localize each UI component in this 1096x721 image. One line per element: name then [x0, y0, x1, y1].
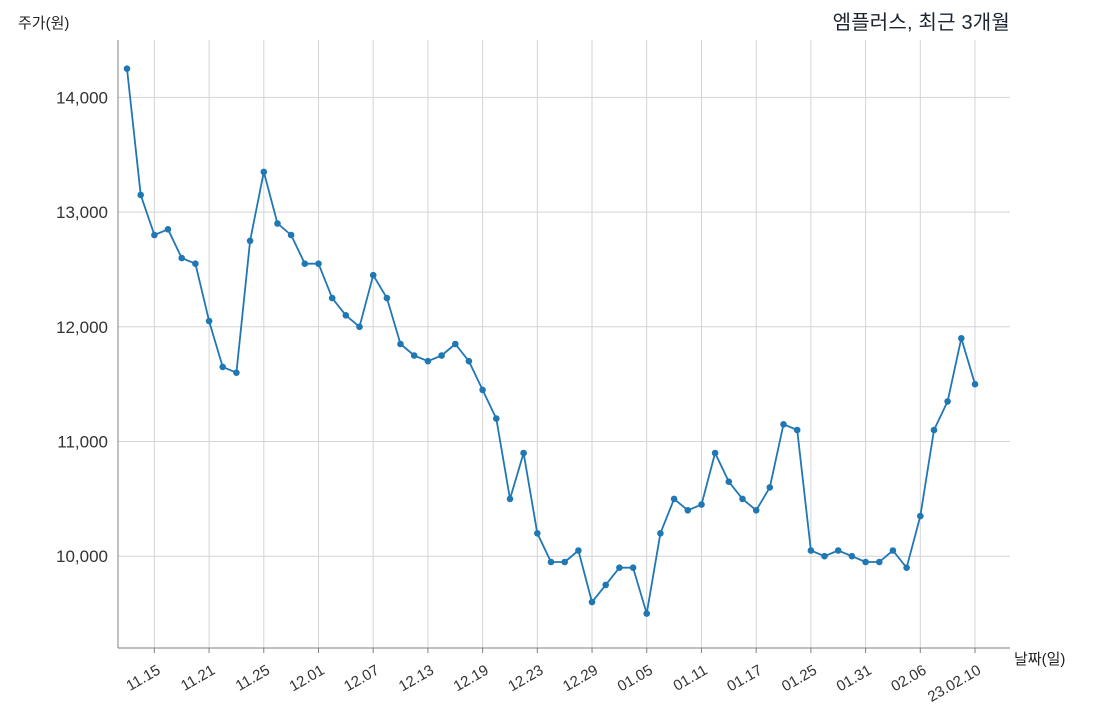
data-point: [287, 231, 295, 239]
x-tick-label: 12.01: [286, 662, 327, 695]
y-tick-label: 12,000: [56, 318, 108, 337]
data-point: [219, 363, 226, 371]
data-point: [780, 421, 787, 428]
x-tick-label: 01.05: [615, 662, 656, 695]
y-tick-label: 10,000: [56, 547, 108, 566]
data-point: [944, 398, 951, 405]
data-point: [807, 547, 815, 554]
x-tick-label: 01.31: [834, 662, 875, 695]
data-point: [971, 380, 979, 388]
data-point: [725, 478, 733, 486]
data-point: [670, 495, 678, 503]
x-tick-label: 11.25: [233, 662, 273, 695]
data-point: [766, 484, 774, 491]
x-tick-label: 11.15: [123, 662, 163, 695]
data-point: [657, 530, 664, 537]
data-point: [493, 415, 500, 422]
data-point: [151, 231, 158, 239]
data-point: [260, 168, 268, 176]
data-point: [793, 426, 801, 434]
data-point: [561, 558, 568, 566]
x-tick-label: 12.13: [396, 662, 437, 695]
data-point: [205, 317, 213, 325]
data-point: [876, 558, 883, 566]
x-axis-label: 날짜(일): [1014, 651, 1066, 668]
data-point: [862, 558, 869, 566]
data-point: [424, 357, 432, 365]
data-point: [616, 564, 623, 571]
x-tick-label: 11.21: [178, 662, 218, 695]
data-point: [328, 294, 336, 302]
data-point: [246, 237, 254, 245]
x-tick-label: 12.29: [560, 662, 601, 695]
data-point: [164, 226, 172, 233]
data-point: [588, 598, 596, 606]
data-point: [506, 495, 514, 503]
data-point: [752, 507, 760, 514]
x-tick-label: 02.06: [888, 662, 929, 695]
x-tick-label: 01.17: [724, 662, 765, 695]
data-point: [917, 512, 924, 520]
data-point: [397, 340, 404, 348]
data-point: [452, 340, 459, 348]
data-point: [137, 191, 144, 199]
data-point: [711, 449, 719, 457]
data-point: [698, 501, 705, 508]
data-point: [192, 260, 199, 268]
data-point: [383, 294, 391, 302]
data-point: [342, 312, 350, 319]
data-point: [821, 552, 828, 560]
data-point: [739, 495, 746, 503]
data-point: [958, 335, 965, 342]
data-point: [834, 547, 842, 554]
data-point: [602, 581, 609, 589]
data-point: [479, 386, 486, 394]
data-point: [465, 357, 473, 365]
data-point: [930, 426, 938, 434]
data-point: [848, 552, 856, 560]
data-point: [410, 352, 418, 359]
x-tick-label: 12.23: [505, 662, 546, 695]
data-point: [547, 558, 555, 566]
y-tick-label: 11,000: [57, 433, 108, 452]
data-point: [233, 369, 240, 377]
chart-title: 엠플러스, 최근 3개월: [832, 12, 1010, 34]
price-line: [126, 67, 976, 615]
data-point: [629, 564, 637, 571]
x-tick-label: 01.11: [670, 662, 710, 695]
y-axis-label: 주가(원): [18, 15, 70, 32]
y-tick-label: 13,000: [56, 203, 108, 222]
data-point: [903, 564, 910, 571]
data-point: [643, 610, 650, 617]
y-tick-label: 14,000: [56, 88, 108, 107]
data-point: [438, 352, 445, 359]
data-point: [369, 271, 377, 279]
x-tick-label: 23.02.10: [925, 662, 984, 706]
data-point: [301, 260, 309, 268]
data-point: [684, 507, 692, 514]
data-point: [274, 220, 281, 227]
data-point: [178, 254, 185, 262]
data-point: [889, 547, 897, 554]
data-point: [123, 65, 131, 72]
x-tick-label: 12.07: [341, 662, 382, 695]
data-point: [520, 449, 527, 457]
x-tick-label: 12.19: [451, 662, 492, 695]
data-point: [356, 323, 363, 331]
data-point: [575, 547, 582, 554]
x-tick-label: 01.25: [779, 662, 820, 695]
data-point: [534, 530, 541, 537]
data-point: [315, 260, 322, 268]
